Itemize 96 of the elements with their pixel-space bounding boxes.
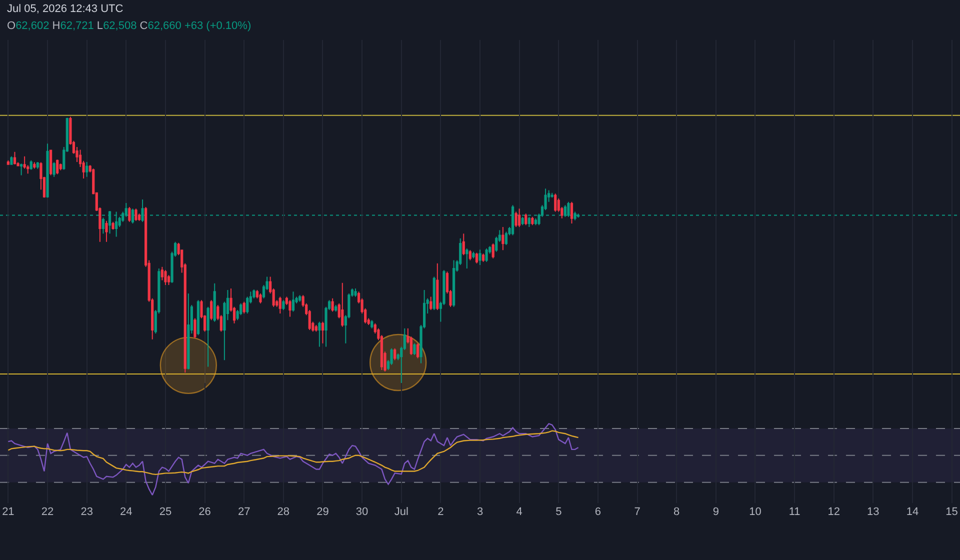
x-tick-label: Jul: [394, 506, 408, 518]
candlestick: [466, 248, 468, 269]
x-tick-label: 9: [712, 506, 719, 518]
candlestick: [502, 226, 504, 251]
candlestick: [278, 296, 282, 314]
x-tick-label: 2: [438, 506, 444, 518]
x-tick-label: 28: [277, 506, 290, 518]
candlestick: [334, 304, 338, 312]
x-tick-label: 15: [946, 506, 958, 518]
x-tick-label: 24: [120, 506, 132, 518]
x-tick-label: 22: [41, 506, 54, 518]
candlestick: [570, 201, 574, 224]
candlestick: [134, 208, 138, 222]
x-tick-label: 6: [594, 506, 602, 518]
x-tick-label: 10: [749, 506, 762, 518]
candlestick: [20, 163, 23, 176]
candlestick: [164, 270, 167, 286]
x-tick-label: 25: [159, 506, 172, 518]
candlestick: [524, 213, 528, 226]
candlestick: [23, 156, 26, 170]
candlestick: [452, 260, 456, 308]
candlestick: [194, 318, 196, 339]
candlestick: [213, 282, 216, 322]
candlestick: [413, 342, 416, 356]
candlestick: [416, 342, 420, 359]
x-tick-label: 8: [674, 506, 680, 518]
candlestick: [187, 293, 190, 370]
x-tick-label: 29: [316, 506, 329, 518]
candlestick: [394, 348, 396, 361]
x-tick-label: 23: [80, 506, 93, 518]
candlestick: [370, 320, 374, 329]
text: O62,602 H62,721 L62,508 C62,660 +63 (+0.10%): [7, 20, 252, 32]
candlestick: [210, 300, 213, 321]
candlestick: [259, 293, 262, 304]
candlestick: [288, 300, 292, 318]
candlestick: [242, 301, 246, 314]
candlestick: [475, 252, 478, 264]
candlestick: [105, 220, 108, 242]
candlestick: [341, 282, 344, 328]
candlestick: [554, 193, 557, 212]
candlestick: [282, 300, 285, 311]
candlestick: [331, 298, 334, 312]
candlestick: [292, 291, 295, 312]
x-tick-label: 13: [867, 506, 880, 518]
candlestick: [102, 217, 105, 234]
candlestick: [240, 302, 242, 316]
candlestick: [128, 206, 131, 222]
candlestick: [36, 161, 39, 170]
candlestick: [56, 159, 59, 175]
candlestick: [46, 143, 49, 198]
candlestick: [206, 306, 210, 368]
candlestick: [160, 266, 164, 281]
candlestick: [10, 156, 13, 166]
candlestick: [518, 208, 521, 228]
candlestick: [485, 248, 488, 262]
candlestick: [33, 162, 36, 170]
x-tick-label: 5: [556, 506, 562, 518]
candlestick: [298, 294, 302, 302]
x-tick-label: 27: [238, 506, 250, 518]
candlestick: [432, 276, 436, 311]
candlestick: [318, 321, 321, 348]
candlestick: [462, 233, 465, 256]
candlestick: [354, 288, 357, 298]
candlestick: [30, 160, 32, 170]
x-tick-label: 12: [828, 506, 840, 518]
x-tick-label: 3: [476, 506, 484, 518]
candlestick: [492, 242, 494, 259]
chart-title: Jul 05, 2026 12:43 UTC: [7, 3, 124, 15]
candlestick: [531, 216, 534, 226]
x-tick-label: 21: [2, 506, 14, 518]
candlestick: [13, 151, 16, 165]
candlestick: [321, 321, 324, 344]
candlestick: [478, 249, 482, 266]
candlestick: [6, 160, 10, 166]
candlestick: [196, 300, 200, 336]
candlestick: [468, 250, 472, 261]
x-tick-label: 4: [516, 506, 522, 518]
candlestick: [534, 218, 537, 226]
x-tick-label: 7: [634, 506, 640, 518]
x-tick-label: 14: [906, 506, 919, 518]
candlestick: [52, 162, 56, 178]
candlestick: [472, 251, 475, 259]
candlestick: [59, 163, 62, 171]
candlestick: [504, 231, 508, 246]
candlestick: [49, 149, 52, 176]
x-tick-label: 26: [198, 506, 211, 518]
candlestick: [314, 324, 318, 332]
candlestick: [86, 161, 88, 178]
candlestick: [430, 296, 432, 311]
candlestick: [482, 253, 485, 262]
candlestick: [112, 221, 114, 230]
candlestick: [550, 192, 554, 198]
candlestick: [436, 262, 439, 311]
x-tick-label: 11: [788, 506, 800, 518]
candlestick: [514, 211, 518, 228]
x-tick-label: 30: [356, 506, 368, 518]
